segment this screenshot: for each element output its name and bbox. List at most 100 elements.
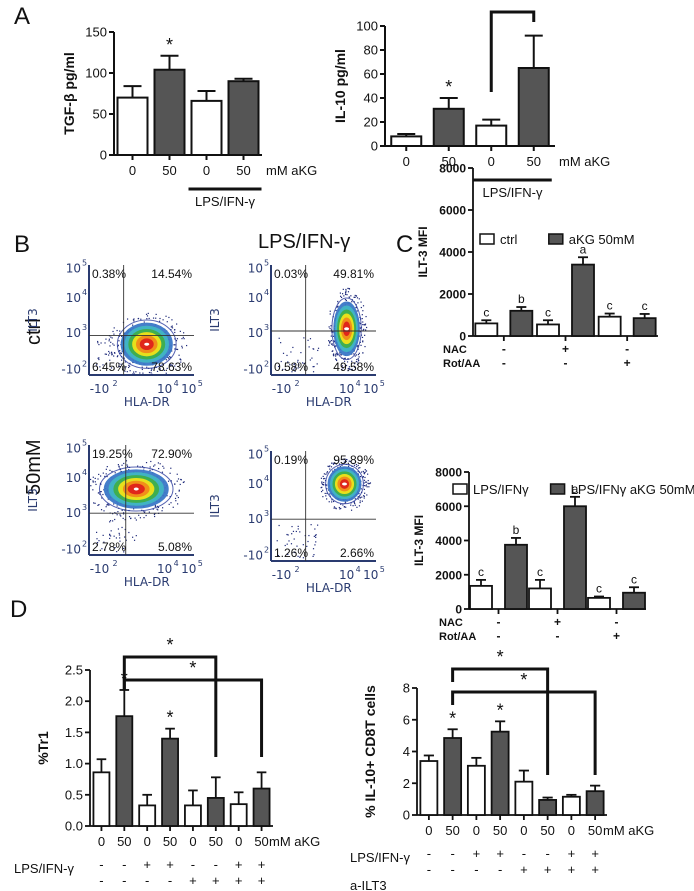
bar	[252, 787, 271, 827]
condition-symbol: +	[520, 862, 528, 877]
flow-row-label-50mm: 50mM	[23, 439, 45, 495]
flow-x-tick-exp: 2	[113, 559, 118, 568]
flow-event-dot	[303, 337, 305, 339]
significance-star: *	[166, 35, 173, 55]
flow-y-tick-exp: 2	[264, 546, 269, 555]
flow-event-dot	[97, 340, 99, 343]
flow-event-dot	[185, 344, 188, 347]
flow-event-dot	[101, 497, 103, 499]
flow-event-dot	[320, 477, 323, 479]
flow-density-peak	[344, 327, 350, 331]
flow-event-dot	[143, 517, 145, 519]
flow-event-dot	[335, 354, 337, 356]
condition-symbol: +	[235, 857, 243, 872]
flow-event-dot	[359, 322, 361, 324]
quadrant-upper-right: 14.54%	[151, 267, 192, 281]
flow-event-dot	[105, 338, 107, 340]
flow-event-dot	[96, 541, 99, 544]
flow-event-dot	[287, 361, 289, 363]
significance-letter: c	[537, 565, 543, 579]
flow-event-dot	[368, 483, 370, 485]
flow-event-dot	[336, 354, 338, 356]
flow-event-dot	[333, 462, 336, 464]
flow-event-dot	[357, 358, 359, 360]
bar	[597, 315, 622, 337]
flow-event-dot	[148, 511, 150, 513]
flow-event-dot	[331, 499, 333, 501]
condition-symbol: -	[450, 862, 454, 877]
flow-event-dot	[278, 337, 280, 339]
x-tick-label: 50	[236, 163, 250, 178]
flow-event-dot	[292, 346, 294, 349]
flow-event-dot	[153, 515, 156, 518]
flow-event-dot	[140, 318, 142, 320]
y-tick-label: 0	[371, 139, 378, 154]
flow-event-dot	[321, 483, 324, 485]
flow-event-dot	[97, 342, 99, 344]
flow-event-dot	[315, 536, 317, 539]
flow-event-dot	[94, 481, 96, 483]
flow-event-dot	[181, 338, 183, 340]
flow-event-dot	[360, 471, 363, 473]
flow-event-dot	[158, 467, 160, 470]
flow-event-dot	[94, 477, 96, 480]
flow-event-dot	[110, 351, 113, 353]
flow-event-dot	[339, 352, 341, 354]
bar	[184, 804, 202, 827]
y-tick-label: 0.0	[65, 819, 83, 834]
flow-event-dot	[363, 482, 365, 484]
significance-letter: b	[518, 292, 525, 306]
flow-event-dot	[277, 554, 280, 557]
flow-event-dot	[157, 509, 159, 511]
flow-event-dot	[344, 501, 347, 503]
flow-event-dot	[97, 357, 99, 359]
flow-event-dot	[99, 493, 101, 495]
flow-event-dot	[124, 519, 126, 521]
flow-event-dot	[169, 472, 171, 474]
flow-event-dot	[146, 315, 149, 317]
flow-event-dot	[309, 338, 312, 340]
flow-event-dot	[369, 482, 372, 484]
x-axis-suffix: mM aKG	[603, 823, 654, 838]
significance-bracket	[451, 690, 597, 775]
bar	[622, 591, 646, 610]
condition-symbol: +	[568, 862, 576, 877]
y-tick-label: 4000	[439, 246, 466, 260]
flow-event-dot	[345, 290, 347, 292]
flow-event-dot	[162, 319, 164, 321]
flow-y-axis-label: ILT3	[208, 494, 222, 518]
flow-event-dot	[133, 320, 135, 322]
flow-event-dot	[111, 354, 113, 356]
y-tick-label: 8000	[435, 466, 462, 480]
condition-symbol: +	[166, 857, 174, 872]
flow-event-dot	[133, 318, 135, 320]
flow-event-dot	[332, 344, 334, 346]
flow-event-dot	[360, 306, 362, 309]
flow-event-dot	[118, 532, 120, 534]
flow-event-dot	[308, 346, 310, 348]
flow-event-dot	[111, 470, 113, 473]
flow-event-dot	[130, 517, 132, 519]
flow-event-dot	[96, 544, 98, 546]
flow-event-dot	[344, 293, 347, 295]
bar	[514, 780, 534, 816]
flow-event-dot	[364, 345, 366, 348]
flow-event-dot	[180, 479, 182, 481]
flow-x-axis-label: HLA-DR	[124, 395, 170, 409]
bar	[419, 760, 439, 816]
flow-event-dot	[313, 365, 315, 368]
flow-event-dot	[297, 528, 299, 530]
flow-event-dot	[314, 534, 317, 537]
bar	[227, 80, 260, 156]
flow-event-dot	[346, 459, 348, 461]
flow-event-dot	[142, 372, 144, 374]
flow-y-tick-label: 10	[248, 291, 263, 305]
flow-event-dot	[337, 306, 339, 308]
bar	[466, 764, 486, 816]
flow-event-dot	[353, 363, 356, 365]
flow-column-title: LPS/IFN-γ	[258, 231, 350, 253]
x-tick-label: 50	[540, 823, 554, 838]
bar	[390, 135, 423, 147]
flow-event-dot	[113, 352, 116, 354]
